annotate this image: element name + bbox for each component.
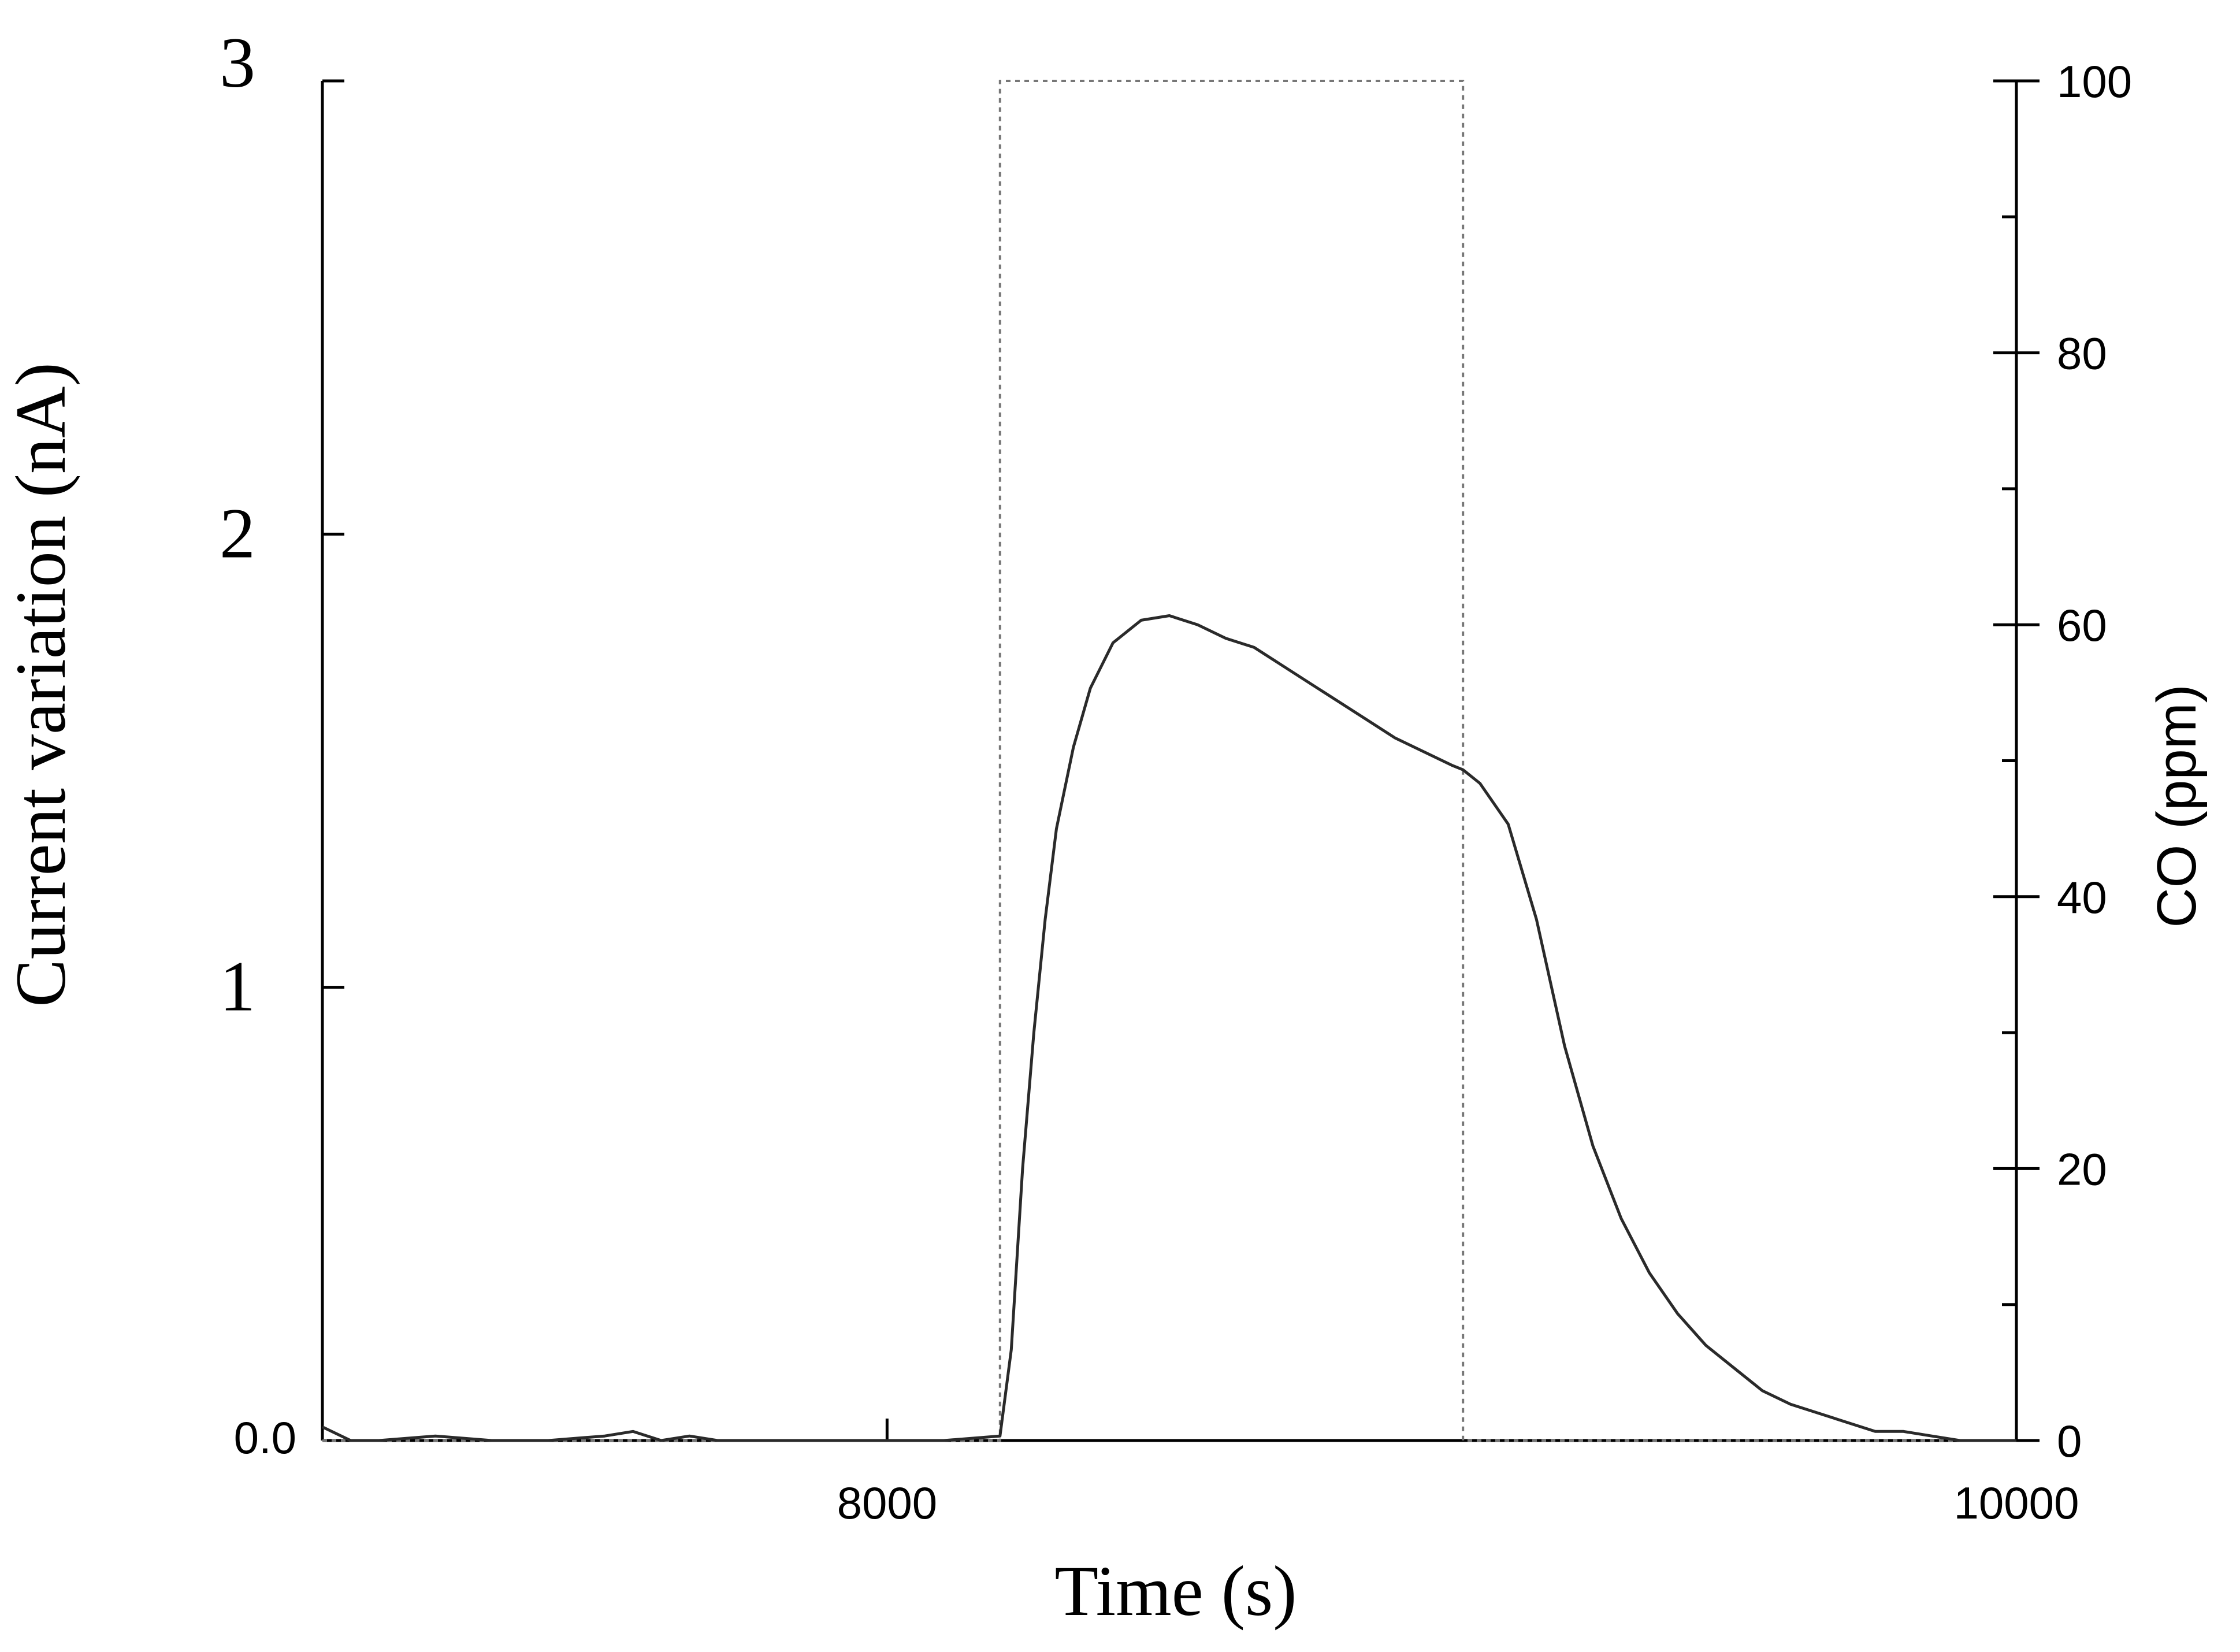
right-tick-label: 80 [2057, 328, 2107, 379]
co-concentration-series [322, 80, 2016, 1442]
right-tick-label: 40 [2057, 872, 2107, 923]
left-tick-label: 0.0 [234, 1412, 296, 1463]
y-axis-right-title: CO (ppm) [2146, 684, 2208, 927]
right-tick-label: 20 [2057, 1144, 2107, 1194]
x-axis-title: Time (s) [1054, 1551, 1297, 1631]
right-tick-label: 100 [2057, 56, 2132, 107]
right-tick-label: 0 [2057, 1416, 2082, 1467]
x-tick-label: 10000 [1954, 1477, 2079, 1528]
right-tick-label: 60 [2057, 600, 2107, 651]
left-tick-label: 2 [220, 493, 255, 573]
ticks-layer [322, 79, 2040, 1442]
left-tick-label: 3 [220, 23, 255, 102]
left-tick-label: 1 [220, 947, 255, 1026]
tick-labels-layer: 0.0 1 2 3 0 20 40 60 80 100 8000 10000 [220, 23, 2132, 1528]
x-tick-label: 8000 [837, 1477, 938, 1528]
y-axis-left-title: Current variation (nA) [1, 362, 80, 1007]
current-variation-series [321, 614, 2016, 1442]
